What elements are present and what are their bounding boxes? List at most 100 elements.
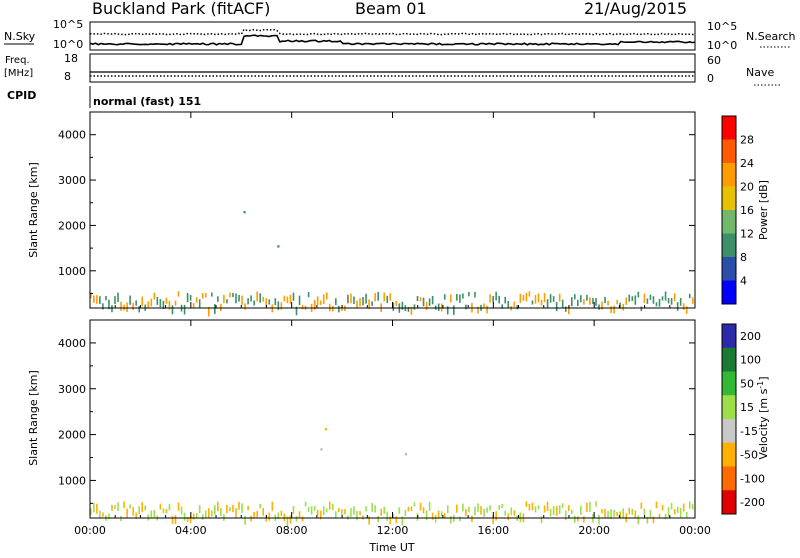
ground-scatter-cell [332,503,334,511]
ground-scatter-cell [204,292,207,298]
ground-scatter-cell [171,516,174,524]
ground-scatter-cell [649,509,652,519]
ground-scatter-cell [386,511,389,521]
ground-scatter-cell [304,501,307,507]
ground-scatter-cell [643,293,646,303]
ground-scatter-cell [422,297,425,307]
y-tick-label: 3000 [58,174,86,187]
ground-scatter-cell [456,294,458,301]
power-plot-frame [89,111,696,309]
ground-scatter-cell [419,297,422,302]
ground-scatter-cell [495,291,497,301]
echo-cell [243,210,246,214]
velocity-plot-frame [89,319,696,519]
ground-scatter-cell [486,305,488,314]
colorbar-tick-label: -15 [740,425,758,438]
ground-scatter-cell [174,300,177,306]
ground-scatter-cell [685,306,688,314]
ground-scatter-cell [105,296,107,301]
ground-scatter-cell [214,304,216,314]
ground-scatter-cell [604,508,606,518]
ground-scatter-cell [338,508,340,513]
ground-scatter-cell [468,291,470,297]
colorbar-segment [722,490,736,515]
ground-scatter-cell [141,502,144,513]
ground-scatter-cell [310,506,313,515]
colorbar-tick-label: 4 [740,275,747,288]
ground-scatter-cell [365,506,367,512]
ground-scatter-cell [159,299,162,308]
ground-scatter-cell [111,305,113,313]
ground-scatter-cell [456,504,458,513]
ground-scatter-cell [462,503,464,512]
ground-scatter-cell [117,292,119,303]
ground-scatter-cell [589,297,591,305]
ground-scatter-cell [670,298,673,305]
ground-scatter-cell [356,510,358,521]
ground-scatter-cell [120,301,122,311]
ground-scatter-cell [262,296,265,302]
ground-scatter-cell [613,509,615,517]
ground-scatter-cell [174,514,177,524]
ground-scatter-cell [108,299,110,310]
noise-sky-line [89,34,696,46]
ground-scatter-cell [259,293,261,303]
ground-scatter-cell [156,297,159,305]
ground-scatter-cell [183,512,186,521]
x-tick-label: 16:00 [477,524,509,537]
ground-scatter-cell [580,505,582,515]
ground-scatter-cell [102,303,104,310]
ground-scatter-cell [622,303,624,311]
ground-scatter-cell [377,291,379,301]
ground-scatter-cell [691,504,694,510]
ground-scatter-cell [362,297,364,306]
ground-scatter-cell [564,306,567,312]
ground-scatter-cell [555,301,558,312]
y-tick-label: 2000 [58,429,86,442]
ground-scatter-cell [676,506,679,514]
y-tick-label: 3000 [58,383,86,396]
ground-scatter-cell [410,506,413,511]
ground-scatter-cell [601,301,603,310]
ground-scatter-cell [214,505,216,515]
noise-panel-frame [89,21,696,51]
ground-scatter-cell [365,293,367,304]
colorbar-segment [722,186,736,211]
ground-scatter-cell [598,514,600,525]
ground-scatter-cell [546,299,549,309]
ground-scatter-cell [549,294,552,303]
ground-scatter-cell [688,501,691,509]
freq-tick-1: 8 [64,70,71,83]
ground-scatter-cell [96,503,98,514]
ground-scatter-cell [431,512,434,520]
ground-scatter-cell [301,304,304,310]
ground-scatter-cell [546,501,549,512]
ground-scatter-cell [586,502,588,512]
ground-scatter-cell [280,302,283,310]
ground-scatter-cell [540,299,543,306]
ground-scatter-cell [589,501,591,512]
ground-scatter-cell [195,297,198,303]
power-echo-cells [90,210,694,317]
ground-scatter-cell [123,501,125,509]
ground-scatter-cell [443,294,446,300]
ground-scatter-cell [271,501,274,511]
ground-scatter-cell [498,505,500,510]
ground-scatter-cell [534,506,537,513]
ground-scatter-cell [250,515,252,522]
noise-tick-left-1: 10^0 [53,38,83,51]
beam-title: Beam 01 [355,0,427,18]
ground-scatter-cell [616,299,618,305]
ground-scatter-cell [673,293,676,302]
ground-scatter-cell [292,506,295,514]
ground-scatter-cell [256,291,258,302]
ground-scatter-cell [552,296,555,302]
ground-scatter-cell [462,293,464,299]
ground-scatter-cell [616,512,618,517]
ground-scatter-cell [437,303,440,312]
ground-scatter-cell [183,304,186,315]
ground-scatter-cell [368,299,370,310]
ground-scatter-cell [226,504,228,514]
station-title: Buckland Park (fitACF) [92,0,270,18]
ground-scatter-cell [316,296,319,306]
